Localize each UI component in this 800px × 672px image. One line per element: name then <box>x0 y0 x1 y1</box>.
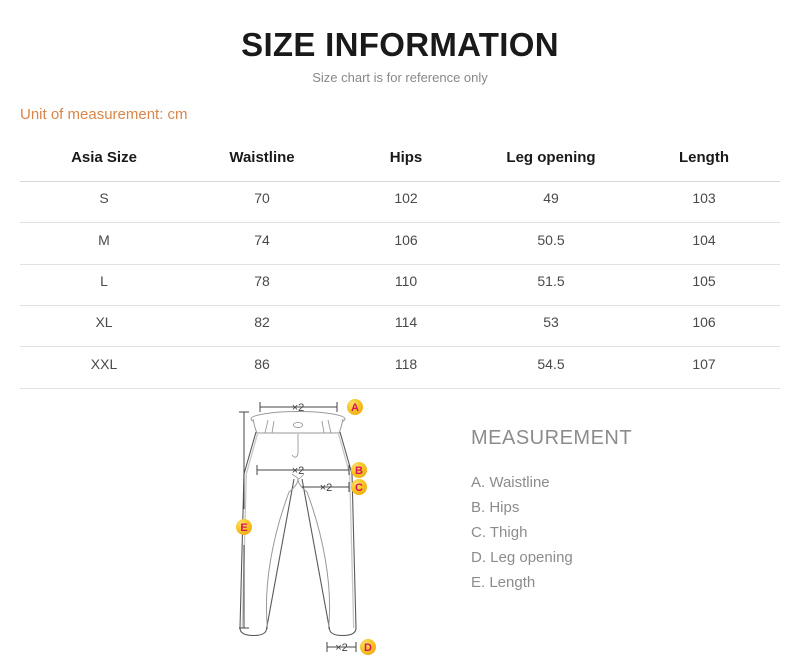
svg-text:×2: ×2 <box>320 482 333 494</box>
svg-text:×2: ×2 <box>292 465 305 477</box>
svg-text:B: B <box>355 465 363 477</box>
svg-text:E: E <box>240 522 247 534</box>
svg-text:×2: ×2 <box>292 402 305 414</box>
svg-text:×2: ×2 <box>335 642 348 654</box>
svg-text:A: A <box>351 402 359 414</box>
svg-text:C: C <box>355 482 363 494</box>
svg-text:D: D <box>364 642 372 654</box>
